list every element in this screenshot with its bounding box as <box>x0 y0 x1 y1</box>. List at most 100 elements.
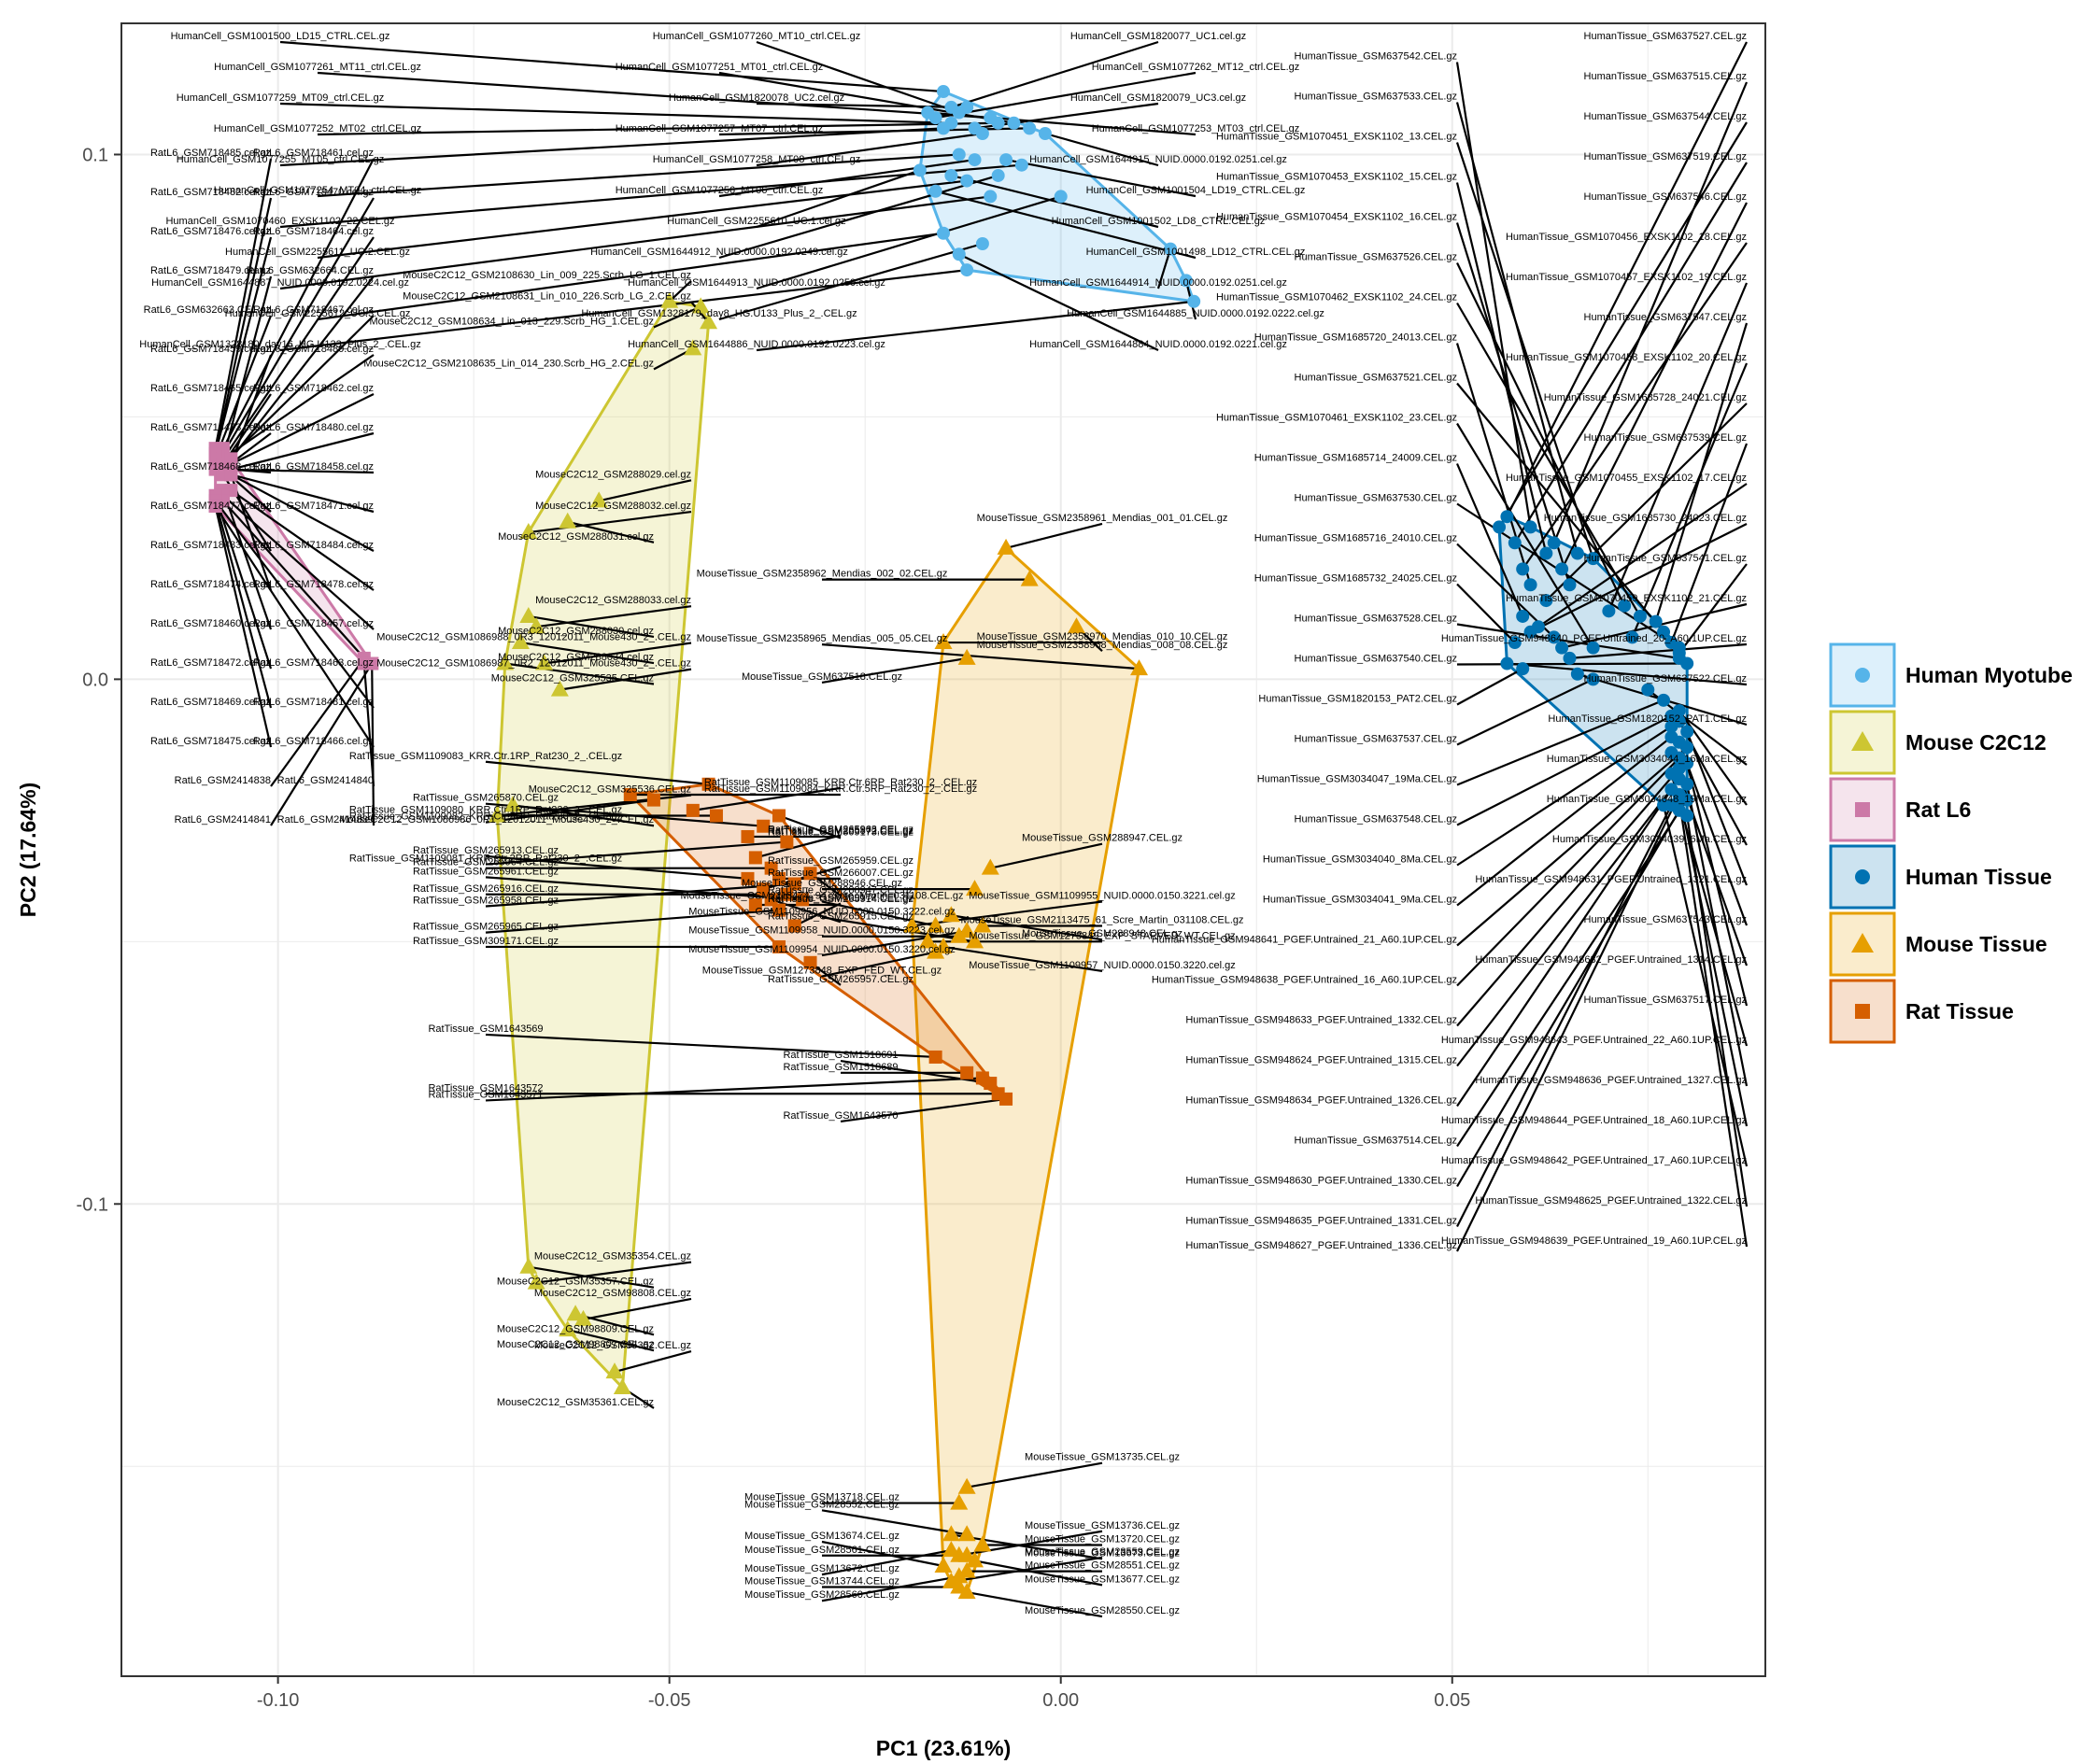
data-point <box>623 788 637 801</box>
label-connector <box>718 159 975 198</box>
label-connector <box>821 1540 944 1568</box>
data-point <box>1555 641 1569 655</box>
data-point <box>574 1309 592 1326</box>
point-label: HumanCell_GSM1077255_MT05_ctrl.CEL.gz <box>177 154 385 165</box>
data-point <box>496 654 515 670</box>
label-connector <box>756 40 960 114</box>
data-point <box>960 174 974 188</box>
label-connector <box>1686 763 1749 1007</box>
point-label: HumanCell_GSM1001504_LD19_CTRL.CEL.gz <box>1086 185 1306 196</box>
point-label: RatL6_GSM718477.cel.gz <box>150 501 271 512</box>
legend-label: Rat Tissue <box>1905 999 2014 1023</box>
label-connector <box>279 163 1022 229</box>
point-label: RatTissue_GSM288947.CEL.gz <box>768 884 913 896</box>
point-label: HumanCell_GSM1644915_NUID.0000.0192.0251… <box>1029 154 1287 165</box>
data-point <box>1555 562 1569 576</box>
label-connector <box>279 269 968 352</box>
point-label: MouseTissue_GSM28561.CEL.gz <box>744 1545 899 1556</box>
point-label: RatTissue_GSM1643569 <box>428 1023 543 1035</box>
label-connector <box>583 1297 692 1320</box>
data-point <box>1625 630 1639 644</box>
point-label: RatTissue_GSM309171.CEL.gz <box>413 936 559 947</box>
data-point <box>741 829 755 843</box>
data-point <box>950 1493 969 1510</box>
point-label: HumanTissue_GSM948642_PGEF.Untrained_17_… <box>1441 1155 1747 1166</box>
label-connector <box>756 300 1195 352</box>
label-connector <box>1456 726 1673 867</box>
label-connector <box>1456 756 1680 987</box>
point-label: MouseC2C12_GSM1086986_0R1_12012011_Mouse… <box>339 814 654 826</box>
legend-marker <box>1855 1004 1870 1019</box>
point-label: HumanTissue_GSM948631_PGEF.Untrained_132… <box>1475 874 1747 885</box>
point-label: RatL6_GSM718466.cel.gz <box>253 736 374 747</box>
point-label: RatTissue_GSM265963.CEL.gz <box>768 824 913 835</box>
data-point <box>803 867 817 881</box>
data-point <box>1633 609 1647 623</box>
point-label: RatTissue_GSM1643571 <box>428 1089 543 1100</box>
label-connector <box>756 195 1062 290</box>
label-connector <box>1456 302 1641 617</box>
data-point <box>960 100 974 114</box>
data-point <box>1020 570 1039 586</box>
label-connector <box>821 900 936 927</box>
point-label: HumanTissue_GSM948641_PGEF.Untrained_21_… <box>1152 935 1457 946</box>
point-label: HumanTissue_GSM637517.CEL.gz <box>1584 995 1747 1006</box>
label-connector <box>821 1509 968 1536</box>
data-point <box>1508 536 1522 550</box>
label-connector <box>840 1059 991 1085</box>
data-point <box>1547 630 1561 644</box>
label-connector <box>718 242 984 321</box>
point-label: RatL6_GSM718462.cel.gz <box>253 383 374 394</box>
point-label: HumanTissue_GSM637515.CEL.gz <box>1584 71 1747 82</box>
legend-marker <box>1855 869 1870 884</box>
point-label: HumanTissue_GSM3034048_19Ma.CEL.gz <box>1547 794 1747 805</box>
label-connector <box>990 842 1103 869</box>
data-point <box>1547 536 1561 550</box>
point-label: HumanCell_GSM1077260_MT10_ctrl.CEL.gz <box>653 31 861 42</box>
x-tick-label: 0.00 <box>1042 1690 1079 1711</box>
point-label: HumanTissue_GSM637540.CEL.gz <box>1295 654 1457 665</box>
label-connector <box>1456 678 1594 746</box>
point-label: MouseC2C12_GSM288033.cel.gz <box>535 595 691 606</box>
plot-panel-border <box>120 22 1766 1677</box>
point-label: RatL6_GSM718484.cel.gz <box>253 540 374 551</box>
data-point <box>966 1551 984 1568</box>
label-connector <box>1455 222 1571 586</box>
data-point <box>503 796 522 812</box>
label-connector <box>1530 523 1748 633</box>
label-connector <box>1686 731 1749 886</box>
legend-key <box>1829 844 1896 910</box>
label-connector <box>222 315 375 465</box>
label-connector <box>935 190 1197 260</box>
label-connector <box>1545 402 1748 601</box>
data-point <box>1500 510 1514 524</box>
data-point <box>1523 625 1537 639</box>
label-connector <box>1662 804 1749 1167</box>
point-label: MouseTissue_GSM2358968_Mendias_008_08.CE… <box>977 640 1228 651</box>
label-connector <box>1456 699 1664 786</box>
label-connector <box>231 473 375 514</box>
point-label: RatL6_GSM718464.cel.gz <box>253 226 374 237</box>
data-point <box>1657 693 1671 707</box>
data-point <box>646 793 660 807</box>
axis-ticks: -0.10 -0.05 0.00 0.05 -0.1 0.0 0.1 <box>77 145 1471 1711</box>
label-connector <box>215 468 375 474</box>
point-label: HumanTissue_GSM1070461_EXSK1102_23.CEL.g… <box>1216 413 1457 424</box>
point-label: MouseC2C12_GSM98807.CEL.gz <box>497 1339 654 1350</box>
point-label: HumanTissue_GSM948627_PGEF.Untrained_133… <box>1185 1240 1457 1251</box>
point-label: MouseC2C12_GSM35357.CEL.gz <box>497 1277 654 1288</box>
label-connector <box>317 153 959 198</box>
point-label: MouseTissue_GSM1109955_NUID.0000.0150.32… <box>969 890 1236 901</box>
label-connector <box>756 102 968 109</box>
label-connector <box>544 642 692 665</box>
data-point <box>984 190 998 204</box>
point-label: RatL6_GSM718485.cel.gz <box>150 148 271 159</box>
point-label: HumanCell_GSM1077261_MT11_ctrl.CEL.gz <box>214 62 421 73</box>
data-point <box>1023 121 1037 135</box>
point-label: MouseTissue_GSM2358961_Mendias_001_01.CE… <box>977 513 1228 524</box>
label-connector <box>528 1265 655 1289</box>
x-tick-label: 0.05 <box>1434 1690 1470 1711</box>
point-label: RatL6_GSM718482.cel.gz <box>150 187 271 198</box>
point-label: HumanTissue_GSM3034040_8Ma.CEL.gz <box>1263 854 1457 866</box>
point-label: HumanTissue_GSM948630_PGEF.Untrained_133… <box>1185 1176 1457 1187</box>
